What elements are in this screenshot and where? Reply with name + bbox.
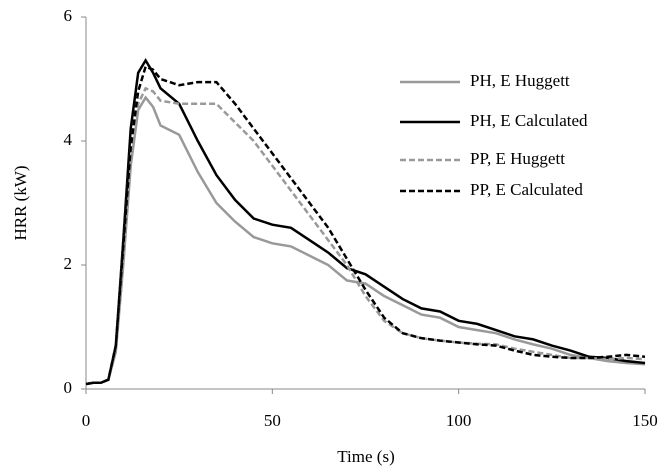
y-axis-label: HRR (kW) [11, 165, 30, 240]
x-tick-label: 0 [82, 411, 91, 430]
data-line [85, 86, 646, 386]
data-line [85, 95, 646, 386]
y-tick-label: 6 [64, 6, 73, 25]
x-tick-label: 150 [632, 411, 658, 430]
legend-label: PH, E Huggett [470, 71, 570, 90]
y-tick-label: 2 [64, 254, 73, 273]
data-line [85, 64, 646, 386]
legend-label: PH, E Calculated [470, 111, 588, 130]
x-axis-label: Time (s) [337, 447, 394, 466]
x-tick-label: 50 [264, 411, 281, 430]
y-tick-label: 4 [64, 130, 73, 149]
legend-label: PP, E Huggett [470, 149, 565, 168]
legend-label: PP, E Calculated [470, 180, 583, 199]
data-line [85, 57, 646, 386]
x-tick-label: 100 [446, 411, 472, 430]
y-tick-label: 0 [64, 378, 73, 397]
